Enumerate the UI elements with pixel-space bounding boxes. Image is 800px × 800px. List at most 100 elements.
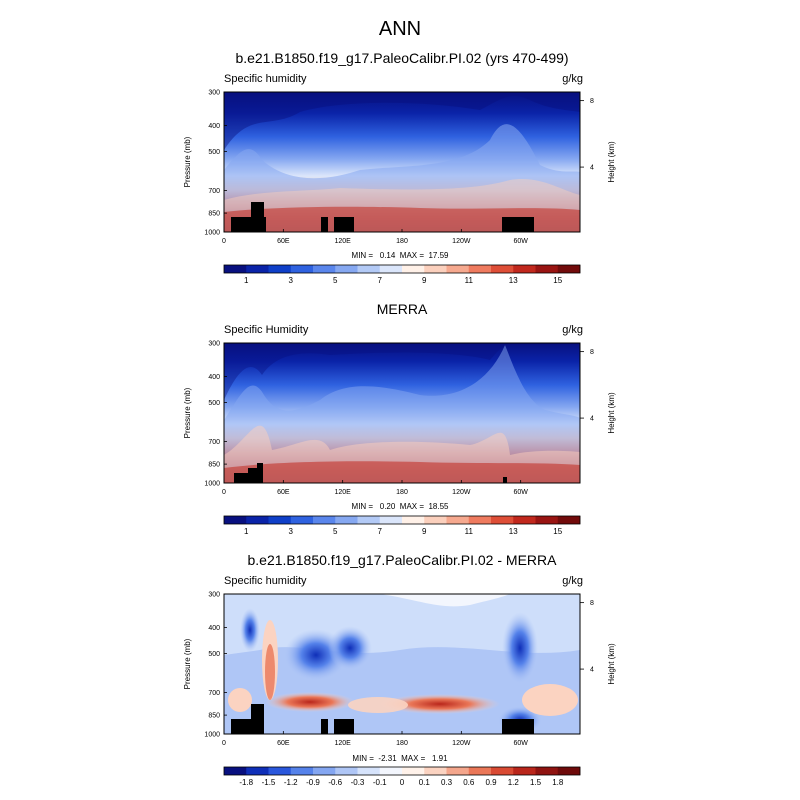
lon-tick-label: 120E (334, 740, 351, 747)
colorbar-swatch (468, 265, 492, 273)
colorbar-swatch (290, 767, 314, 775)
colorbar-label: 5 (333, 527, 338, 536)
colorbar-swatch (268, 265, 292, 273)
colorbar-swatch (557, 516, 581, 524)
lon-tick-label: 120E (334, 238, 351, 245)
colorbar-swatch (224, 767, 247, 775)
colorbar-label: 0 (400, 778, 405, 787)
lon-tick-label: 120W (452, 740, 471, 747)
figure-title: ANN (379, 18, 421, 40)
pressure-tick-label: 850 (208, 713, 220, 720)
pressure-tick-label: 850 (208, 211, 220, 218)
panel-3-stats: MIN = -2.31 MAX = 1.91 (352, 754, 448, 763)
colorbar-label: -0.3 (351, 778, 365, 787)
panel-3-colorbar: -1.8 -1.5 -1.2 -0.9 -0.6 -0.3 -0.1 0 0.1 0.3 0.6 0.… (223, 766, 581, 787)
lon-tick-label: 180 (396, 740, 408, 747)
colorbar-swatch (379, 767, 403, 775)
pressure-tick-label: 500 (208, 400, 220, 407)
panel-2-title: MERRA (377, 301, 428, 317)
height-tick-label: 8 (590, 600, 594, 607)
colorbar-swatch (268, 767, 292, 775)
panel-3-field (224, 594, 580, 734)
colorbar-swatch (335, 265, 358, 273)
colorbar-label: 3 (289, 527, 294, 536)
colorbar-swatch (491, 265, 514, 273)
lon-tick-label: 60W (513, 740, 528, 747)
lon-tick-label: 60E (277, 740, 290, 747)
colorbar-swatch (446, 265, 470, 273)
colorbar-swatch (313, 265, 336, 273)
colorbar-swatch (290, 265, 314, 273)
height-tick-label: 4 (590, 165, 594, 172)
colorbar-swatch (446, 767, 470, 775)
lon-tick-label: 120W (452, 238, 471, 245)
panel-2-field (224, 343, 580, 483)
pressure-tick-label: 1000 (204, 732, 220, 739)
lon-tick-label: 60E (277, 489, 290, 496)
colorbar-label: -1.2 (284, 778, 298, 787)
lon-tick-label: 60E (277, 238, 290, 245)
colorbar-swatch (357, 516, 381, 524)
colorbar-swatch (402, 516, 425, 524)
colorbar-label: 11 (465, 276, 474, 285)
colorbar-swatch (290, 516, 314, 524)
colorbar-label: 15 (553, 276, 562, 285)
colorbar-swatch (246, 265, 269, 273)
colorbar-swatch (491, 516, 514, 524)
colorbar-swatch (402, 265, 425, 273)
panel-1-units-label: g/kg (562, 73, 583, 85)
height-tick-label: 8 (590, 349, 594, 356)
panel-2-stats: MIN = 0.20 MAX = 18.55 (352, 502, 449, 511)
lon-tick-label: 180 (396, 238, 408, 245)
panel-3-variable-label: Specific humidity (224, 575, 307, 587)
height-axis-label: Height (km) (607, 643, 616, 685)
panel-2-variable-label: Specific Humidity (224, 324, 309, 336)
height-tick-label: 8 (590, 98, 594, 105)
height-tick-label: 4 (590, 667, 594, 674)
pressure-tick-label: 700 (208, 690, 220, 697)
lon-tick-label: 180 (396, 489, 408, 496)
colorbar-label: 9 (422, 276, 427, 285)
colorbar-label: 13 (509, 527, 518, 536)
colorbar-label: 9 (422, 527, 427, 536)
pressure-tick-label: 500 (208, 149, 220, 156)
colorbar-swatch (313, 516, 336, 524)
lon-tick-label: 60W (513, 238, 528, 245)
colorbar-swatch (402, 767, 425, 775)
pressure-tick-label: 400 (208, 123, 220, 130)
lon-tick-label: 60W (513, 489, 528, 496)
panel-3-units-label: g/kg (562, 575, 583, 587)
pressure-axis-label: Pressure (mb) (183, 387, 192, 438)
colorbar-swatch (557, 767, 581, 775)
pressure-tick-label: 300 (208, 341, 220, 348)
colorbar-frame (223, 515, 581, 525)
lon-tick-label: 120E (334, 489, 351, 496)
colorbar-label: -0.6 (328, 778, 342, 787)
colorbar-frame (223, 264, 581, 274)
lon-tick-label: 0 (222, 489, 226, 496)
colorbar-swatch (513, 516, 536, 524)
height-axis-label: Height (km) (607, 141, 616, 183)
panel-1-title: b.e21.B1850.f19_g17.PaleoCalibr.PI.02 (y… (235, 50, 568, 66)
colorbar-swatch (335, 516, 358, 524)
colorbar-swatch (446, 516, 470, 524)
pressure-tick-label: 400 (208, 625, 220, 632)
colorbar-label: 0.6 (463, 778, 475, 787)
colorbar-swatch (313, 767, 336, 775)
colorbar-label: -0.1 (373, 778, 387, 787)
colorbar-swatch (513, 767, 536, 775)
colorbar-label: 7 (378, 527, 383, 536)
height-tick-label: 4 (590, 416, 594, 423)
colorbar-swatch (224, 516, 247, 524)
colorbar-swatch (535, 516, 559, 524)
colorbar-label: 1.2 (508, 778, 520, 787)
colorbar-swatch (357, 767, 381, 775)
colorbar-frame (223, 766, 581, 776)
colorbar-swatch (535, 767, 559, 775)
colorbar-label: 15 (553, 527, 562, 536)
colorbar-label: 1 (244, 276, 249, 285)
colorbar-swatch (379, 516, 403, 524)
colorbar-swatch (557, 265, 581, 273)
colorbar-label: -0.9 (306, 778, 320, 787)
